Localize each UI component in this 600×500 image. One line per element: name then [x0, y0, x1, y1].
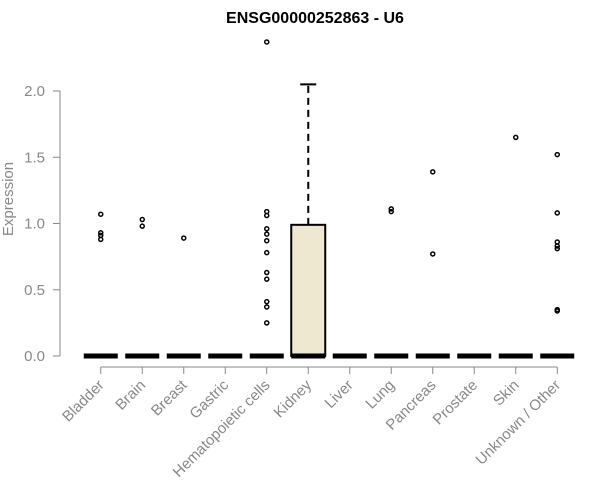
outlier-point [264, 269, 270, 276]
outlier-point [98, 211, 104, 217]
outlier-point [98, 236, 104, 243]
outlier-point [554, 151, 560, 158]
outlier-point [264, 39, 270, 45]
box-iqr [290, 223, 327, 357]
outlier-point [98, 230, 104, 236]
y-tick-label: 0.5 [24, 282, 45, 299]
outlier-point [554, 210, 560, 216]
x-tick-label: Liver [322, 377, 357, 412]
y-axis: 0.0 0.5 1.0 1.5 2.0 [24, 83, 61, 365]
y-axis-label: Expression [0, 162, 17, 236]
x-tick-label: Skin [490, 377, 523, 410]
box-group [166, 235, 201, 359]
outlier-point [264, 276, 270, 282]
box-group [249, 39, 284, 359]
x-tick-label: Breast [148, 376, 191, 419]
outlier-point [264, 304, 270, 310]
y-tick-label: 1.0 [24, 216, 45, 233]
box-group [374, 206, 409, 359]
box-group [125, 216, 160, 359]
x-tick-label: Kidney [271, 376, 316, 421]
outlier-point [554, 308, 560, 314]
outlier-point [554, 245, 560, 252]
box-group [498, 134, 533, 359]
outlier-point [264, 298, 270, 305]
box-series [83, 39, 575, 359]
outlier-point [430, 251, 436, 257]
outlier-point [388, 206, 394, 212]
x-tick-label: Prostate [430, 377, 482, 429]
y-tick-label: 2.0 [24, 83, 45, 100]
outlier-point [264, 320, 270, 326]
outlier-point [264, 212, 270, 219]
x-tick-label: Brain [112, 377, 149, 414]
chart-title: ENSG00000252863 - U6 [226, 10, 404, 27]
x-tick-label: Lung [362, 377, 398, 413]
box-group [540, 151, 575, 359]
outlier-point [513, 134, 519, 141]
box-group [415, 169, 450, 359]
y-tick-label: 0.0 [24, 348, 45, 365]
outlier-point [139, 216, 145, 223]
outlier-point [388, 208, 394, 215]
outlier-point [181, 235, 187, 241]
box-group [290, 83, 327, 359]
outlier-point [264, 249, 270, 256]
x-tick-label: Bladder [59, 377, 108, 426]
outlier-point [264, 226, 270, 232]
outlier-point [264, 231, 270, 237]
outlier-point [430, 169, 436, 175]
outlier-point [139, 223, 145, 229]
outlier-point [554, 243, 560, 249]
outlier-point [264, 237, 270, 244]
box-group [83, 211, 118, 359]
y-tick-label: 1.5 [24, 149, 45, 166]
